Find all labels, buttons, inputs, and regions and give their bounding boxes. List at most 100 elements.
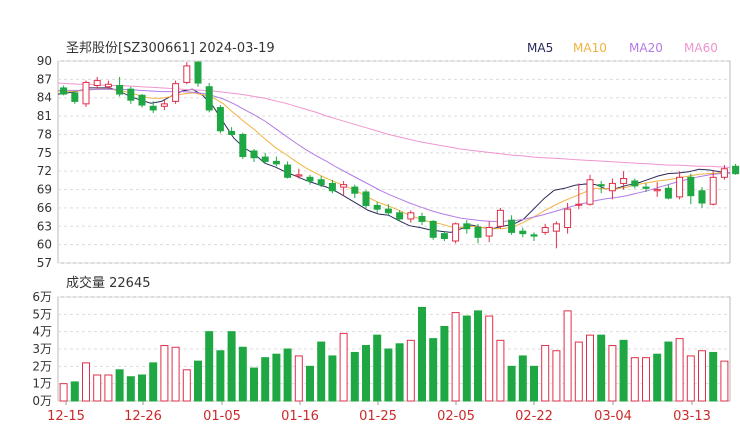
volume-bar-down (283, 348, 292, 402)
volume-bar-down (474, 310, 482, 402)
candle-up (676, 176, 684, 198)
candle-down (384, 208, 392, 214)
date-label: 03-04 (594, 409, 632, 424)
price-tick-label: 57 (37, 256, 52, 270)
candle-up (104, 83, 112, 88)
candle-down (317, 179, 325, 186)
volume-bar-down (518, 355, 527, 402)
candle-up (608, 182, 616, 192)
volume-bar-up (171, 346, 180, 402)
candle-down (149, 105, 157, 111)
volume-bar-up (82, 362, 90, 402)
price-tick-label: 87 (37, 72, 52, 86)
date-label: 01-05 (203, 409, 241, 424)
ma-lines (57, 82, 731, 233)
price-tick-label: 90 (37, 54, 52, 68)
candle-up (541, 226, 549, 233)
candle-down (127, 88, 135, 101)
volume-bar-down (194, 360, 202, 402)
legend-ma60: MA60 (684, 41, 718, 55)
candle-down (687, 176, 695, 197)
legend-ma10: MA10 (573, 41, 607, 55)
price-tick-label: 69 (37, 183, 52, 197)
chart-title: 圣邦股份[SZ300661] 2024-03-19 (66, 41, 275, 56)
volume-bar-up (104, 374, 113, 402)
candle-up (552, 223, 560, 232)
candle-down (362, 191, 370, 206)
candle-down (228, 130, 236, 135)
price-tick-label: 72 (37, 164, 52, 178)
date-label: 12-26 (124, 409, 162, 424)
candle-up (586, 179, 594, 205)
candle-down (205, 86, 213, 111)
volume-bar-down (395, 343, 404, 402)
volume-bar-down (149, 362, 158, 402)
price-tick-label: 84 (37, 91, 52, 105)
price-tick-label: 78 (37, 127, 52, 141)
volume-bar-down (126, 376, 135, 402)
candle-up (160, 103, 168, 107)
candle-up (82, 81, 90, 105)
volume-bars (59, 306, 729, 402)
candle-down (698, 190, 706, 204)
price-tick-label: 60 (37, 238, 52, 252)
volume-bar-up (339, 332, 348, 402)
volume-tick-label: 2万 (32, 359, 52, 373)
candle-down (664, 187, 672, 199)
volume-bar-up (608, 345, 617, 402)
volume-bar-up (630, 357, 639, 402)
ma-legend: MA5 MA10 MA20 MA60 (527, 41, 718, 55)
date-label: 02-05 (437, 409, 475, 424)
volume-bar-down (709, 351, 718, 402)
volume-bar-down (250, 367, 258, 402)
volume-bar-up (485, 315, 494, 402)
volume-bar-down (350, 351, 359, 402)
candle-down (631, 180, 639, 187)
candle-down (71, 92, 79, 102)
candle-up (564, 208, 572, 228)
price-tick-label: 66 (37, 201, 52, 215)
volume-bar-up (451, 312, 460, 402)
volume-bar-down (306, 365, 314, 402)
volume-bar-down (418, 306, 426, 402)
volume-bar-up (182, 369, 191, 402)
volume-tick-label: 0万 (32, 394, 52, 408)
volume-bar-down (597, 334, 606, 402)
volume-bar-up (698, 350, 706, 402)
ma-line-ma5 (57, 87, 731, 233)
candle-down (373, 204, 381, 210)
candle-up (295, 174, 303, 177)
volume-axis: 6万 5万 4万 3万 2万 1万 0万 (32, 290, 52, 408)
candle-up (653, 189, 661, 192)
candle-down (396, 212, 404, 220)
volume-bar-up (541, 345, 550, 402)
candle-down (474, 226, 482, 238)
volume-bar-up (59, 383, 68, 402)
candle-up (452, 223, 460, 242)
volume-label: 成交量 22645 (66, 275, 151, 291)
ma-line-ma60 (57, 82, 731, 168)
candle-up (172, 83, 180, 102)
legend-ma20: MA20 (629, 41, 663, 55)
volume-bar-down (440, 325, 449, 402)
candle-down (463, 223, 471, 230)
volume-bar-down (205, 331, 214, 402)
price-tick-label: 81 (37, 109, 52, 123)
candle-up (183, 65, 191, 83)
candle-down (194, 61, 202, 84)
volume-bar-up (406, 339, 415, 402)
candle-up (407, 212, 415, 220)
date-label: 01-16 (281, 409, 319, 424)
candle-down (597, 184, 605, 187)
candle-down (116, 84, 124, 95)
volume-tick-label: 1万 (32, 377, 52, 391)
volume-bar-down (227, 331, 236, 402)
volume-bar-up (675, 338, 684, 402)
candle-down (261, 156, 269, 162)
volume-bar-down (373, 334, 382, 402)
volume-bar-up (160, 345, 169, 402)
volume-bar-down (462, 315, 471, 402)
candle-down (530, 234, 538, 237)
volume-bar-up (720, 360, 729, 402)
